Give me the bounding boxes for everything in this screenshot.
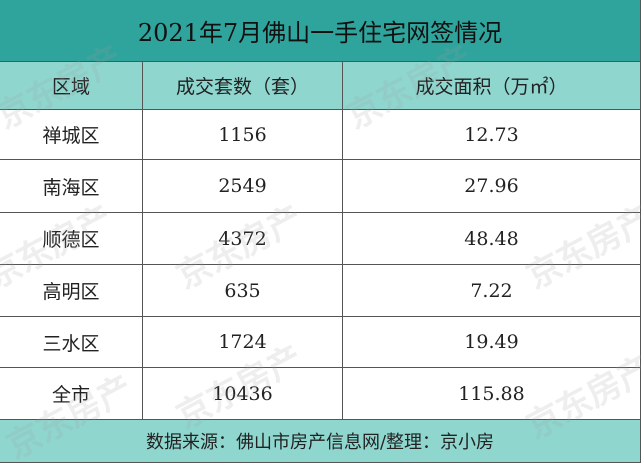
column-header: 区域 — [0, 62, 143, 110]
table-cell: 12.73 — [343, 110, 641, 160]
table-cell: 高明区 — [0, 265, 143, 317]
table-cell: 115.88 — [343, 368, 641, 420]
table-cell: 19.49 — [343, 317, 641, 368]
table-cell: 顺德区 — [0, 213, 143, 265]
table-cell: 三水区 — [0, 317, 143, 368]
table-cell: 10436 — [143, 368, 343, 420]
table-cell: 南海区 — [0, 160, 143, 213]
table-footer: 数据来源：佛山市房产信息网/整理：京小房 — [0, 420, 641, 463]
table-cell: 27.96 — [343, 160, 641, 213]
table-title: 2021年7月佛山一手住宅网签情况 — [0, 0, 641, 62]
column-header: 成交套数（套） — [143, 62, 343, 110]
table-cell: 2549 — [143, 160, 343, 213]
table-cell: 4372 — [143, 213, 343, 265]
table-cell: 635 — [143, 265, 343, 317]
table-cell: 禅城区 — [0, 110, 143, 160]
table-cell: 1156 — [143, 110, 343, 160]
column-header: 成交面积（万㎡） — [343, 62, 641, 110]
table-cell: 7.22 — [343, 265, 641, 317]
table-cell: 全市 — [0, 368, 143, 420]
table-cell: 1724 — [143, 317, 343, 368]
table-cell: 48.48 — [343, 213, 641, 265]
